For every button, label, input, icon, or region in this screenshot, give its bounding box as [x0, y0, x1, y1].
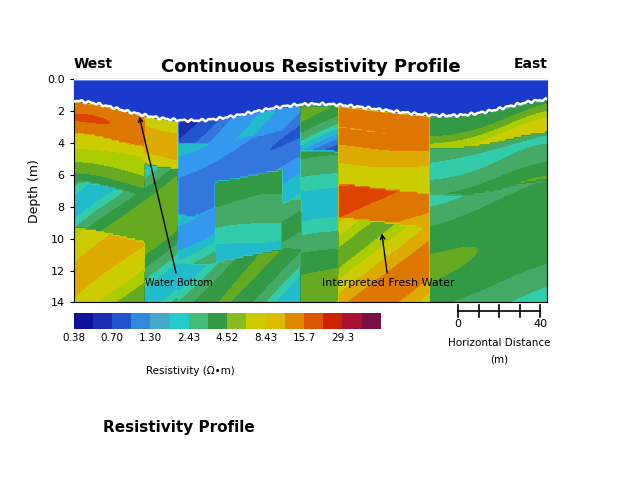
Text: 0: 0: [455, 319, 461, 329]
Text: 40: 40: [533, 319, 547, 329]
Bar: [150, 313, 170, 329]
Bar: [362, 313, 381, 329]
Bar: [189, 313, 208, 329]
Bar: [93, 313, 112, 329]
Text: 8.43: 8.43: [254, 333, 277, 343]
Text: (m): (m): [490, 354, 508, 364]
Text: Water Bottom: Water Bottom: [139, 118, 212, 288]
Text: 1.30: 1.30: [139, 333, 162, 343]
Bar: [304, 313, 323, 329]
Bar: [131, 313, 150, 329]
Text: 4.52: 4.52: [216, 333, 239, 343]
Bar: [227, 313, 246, 329]
Text: West: West: [74, 57, 113, 71]
Bar: [266, 313, 285, 329]
Text: Horizontal Distance: Horizontal Distance: [448, 337, 550, 348]
Bar: [208, 313, 227, 329]
Bar: [74, 313, 93, 329]
Bar: [323, 313, 342, 329]
Text: Resistivity (Ω•m): Resistivity (Ω•m): [146, 366, 235, 376]
Text: East: East: [513, 57, 547, 71]
Text: 0.70: 0.70: [100, 333, 124, 343]
Bar: [112, 313, 131, 329]
Text: 15.7: 15.7: [292, 333, 316, 343]
Text: 29.3: 29.3: [331, 333, 354, 343]
Bar: [285, 313, 304, 329]
Title: Continuous Resistivity Profile: Continuous Resistivity Profile: [161, 58, 460, 76]
Text: Resistivity Profile: Resistivity Profile: [103, 420, 255, 435]
Y-axis label: Depth (m): Depth (m): [28, 159, 42, 223]
Text: Interpreted Fresh Water: Interpreted Fresh Water: [323, 235, 455, 288]
Text: 0.38: 0.38: [62, 333, 85, 343]
Bar: [342, 313, 362, 329]
Bar: [170, 313, 189, 329]
Text: 2.43: 2.43: [177, 333, 200, 343]
Bar: [246, 313, 266, 329]
